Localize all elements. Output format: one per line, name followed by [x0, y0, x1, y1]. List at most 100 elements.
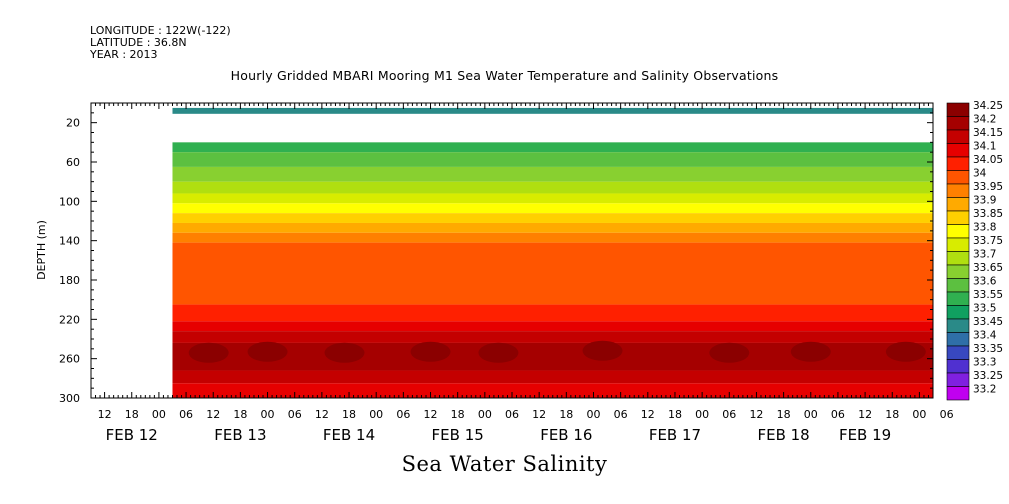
- salinity-band-12: [172, 242, 933, 305]
- x-date-label-0: FEB 12: [106, 426, 158, 444]
- x-hour-label-16: 12: [532, 408, 546, 421]
- longitude-label: LONGITUDE : 122W(-122): [90, 24, 231, 37]
- x-hour-label-17: 18: [559, 408, 573, 421]
- colorbar-swatch-2: [946, 129, 970, 144]
- colorbar-swatch-19: [946, 359, 970, 374]
- x-hour-label-7: 06: [288, 408, 302, 421]
- colorbar-label-4: 34.05: [973, 154, 1003, 166]
- salinity-band-10: [172, 222, 933, 233]
- x-date-label-3: FEB 15: [432, 426, 484, 444]
- colorbar-swatch-12: [946, 264, 970, 279]
- x-hour-label-4: 12: [206, 408, 220, 421]
- salinity-band-18: [172, 383, 933, 398]
- colorbar-swatch-15: [946, 305, 970, 320]
- colorbar-swatch-4: [946, 156, 970, 171]
- colorbar-label-5: 34: [973, 168, 987, 180]
- y-tick-label-3: 140: [59, 235, 80, 248]
- colorbar-swatch-18: [946, 345, 970, 360]
- colorbar-label-14: 33.55: [973, 289, 1003, 301]
- y-tick-label-5: 220: [59, 313, 80, 326]
- salinity-band-1: [172, 107, 933, 114]
- x-date-label-1: FEB 13: [214, 426, 266, 444]
- latitude-label: LATITUDE : 36.8N: [90, 36, 187, 49]
- salinity-core-8: [885, 341, 926, 362]
- colorbar-swatch-5: [946, 170, 970, 185]
- x-hour-label-21: 18: [668, 408, 682, 421]
- colorbar-label-15: 33.5: [973, 303, 996, 315]
- colorbar-swatch-10: [946, 237, 970, 252]
- salinity-band-4: [172, 152, 933, 167]
- year-label: YEAR : 2013: [90, 48, 158, 61]
- salinity-core-7: [790, 341, 831, 362]
- colorbar-swatch-9: [946, 224, 970, 239]
- x-hour-label-19: 06: [614, 408, 628, 421]
- salinity-core-4: [478, 342, 519, 363]
- x-hour-label-10: 00: [369, 408, 383, 421]
- x-hour-label-6: 00: [261, 408, 275, 421]
- colorbar-label-20: 33.25: [973, 370, 1003, 382]
- colorbar-label-10: 33.75: [973, 235, 1003, 247]
- colorbar-swatch-6: [946, 183, 970, 198]
- colorbar-label-13: 33.6: [973, 276, 997, 288]
- salinity-band-8: [172, 203, 933, 214]
- x-date-label-5: FEB 17: [649, 426, 701, 444]
- variable-label: Sea Water Salinity: [401, 452, 608, 476]
- x-hour-label-30: 00: [912, 408, 926, 421]
- colorbar-label-12: 33.65: [973, 262, 1003, 274]
- x-hour-label-9: 18: [342, 408, 356, 421]
- colorbar-label-17: 33.4: [973, 330, 997, 342]
- y-tick-label-4: 180: [59, 274, 80, 287]
- colorbar-swatch-17: [946, 332, 970, 347]
- colorbar-swatch-14: [946, 291, 970, 306]
- colorbar-swatch-13: [946, 278, 970, 293]
- colorbar-swatch-11: [946, 251, 970, 266]
- y-tick-label-7: 300: [59, 392, 80, 405]
- salinity-band-15: [172, 331, 933, 343]
- colorbar-label-8: 33.85: [973, 208, 1003, 220]
- colorbar-label-6: 33.95: [973, 181, 1003, 193]
- salinity-band-3: [172, 142, 933, 153]
- salinity-band-17: [172, 370, 933, 384]
- salinity-band-9: [172, 213, 933, 223]
- colorbar-swatch-1: [946, 116, 970, 131]
- salinity-core-1: [247, 341, 288, 362]
- y-tick-label-2: 100: [59, 195, 80, 208]
- y-axis-label: DEPTH (m): [35, 220, 48, 280]
- x-hour-label-15: 06: [505, 408, 519, 421]
- salinity-core-6: [709, 342, 750, 363]
- salinity-band-13: [172, 304, 933, 322]
- y-tick-label-6: 260: [59, 353, 80, 366]
- colorbar-label-19: 33.3: [973, 357, 996, 369]
- salinity-core-0: [188, 342, 229, 363]
- colorbar-label-9: 33.8: [973, 222, 996, 234]
- colorbar-label-7: 33.9: [973, 195, 996, 207]
- salinity-core-5: [582, 340, 623, 361]
- colorbar-swatch-16: [946, 318, 970, 333]
- x-hour-label-31: 06: [940, 408, 954, 421]
- x-hour-label-12: 12: [424, 408, 438, 421]
- x-hour-label-2: 00: [152, 408, 166, 421]
- x-date-label-6: FEB 18: [757, 426, 809, 444]
- x-hour-label-29: 18: [885, 408, 899, 421]
- salinity-band-14: [172, 321, 933, 332]
- x-hour-label-14: 00: [478, 408, 492, 421]
- x-hour-label-5: 18: [233, 408, 247, 421]
- colorbar-swatch-3: [946, 143, 970, 158]
- x-hour-label-13: 18: [451, 408, 465, 421]
- salinity-core-2: [324, 342, 365, 363]
- x-hour-label-22: 00: [695, 408, 709, 421]
- x-hour-label-26: 00: [804, 408, 818, 421]
- colorbar-label-0: 34.25: [973, 100, 1003, 112]
- x-hour-label-27: 06: [831, 408, 845, 421]
- x-hour-label-23: 06: [722, 408, 736, 421]
- chart-title: Hourly Gridded MBARI Mooring M1 Sea Wate…: [230, 68, 779, 83]
- colorbar-swatch-7: [946, 197, 970, 212]
- colorbar-swatch-0: [946, 102, 970, 117]
- x-date-label-4: FEB 16: [540, 426, 592, 444]
- x-hour-label-20: 12: [641, 408, 655, 421]
- x-hour-label-3: 06: [179, 408, 193, 421]
- x-hour-label-28: 12: [858, 408, 872, 421]
- colorbar-swatch-20: [946, 372, 970, 387]
- salinity-band-5: [172, 166, 933, 182]
- colorbar-label-16: 33.45: [973, 316, 1003, 328]
